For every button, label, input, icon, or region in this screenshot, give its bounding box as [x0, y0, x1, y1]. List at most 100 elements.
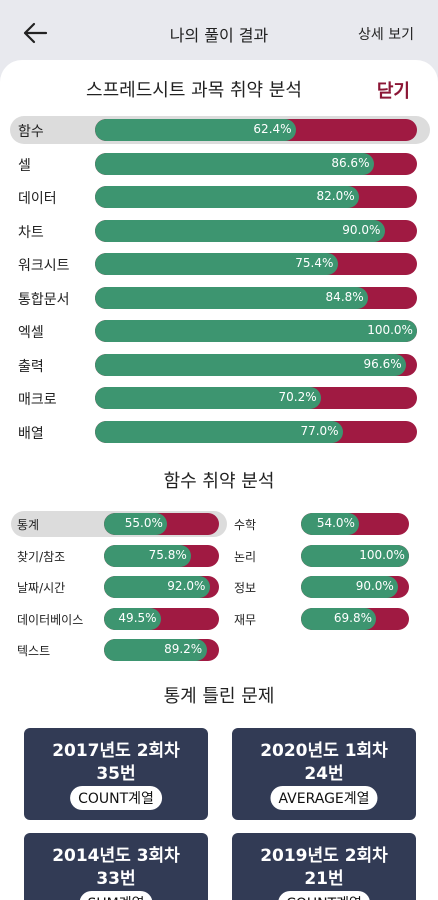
function-row[interactable]: 찾기/참조 75.8% [11, 543, 227, 569]
score-bar: 75.4% [95, 253, 417, 275]
function-label: 텍스트 [17, 644, 51, 658]
score-bar: 75.8% [104, 544, 219, 567]
score-fill [104, 544, 192, 567]
exam-session: 2014년도 3회차 [52, 846, 180, 866]
subject-label: 통합문서 [18, 291, 70, 308]
score-fill [95, 152, 374, 175]
function-label: 재무 [234, 612, 257, 627]
function-label: 날짜/시간 [17, 581, 66, 595]
exam-session: 2019년도 2회차 [260, 846, 388, 866]
question-type-tag: COUNT계열 [278, 891, 370, 900]
function-label: 찾기/참조 [17, 549, 66, 564]
question-number: 21번 [304, 869, 344, 889]
subject-row[interactable]: 통합문서 84.8% [10, 284, 430, 312]
score-fill [301, 607, 377, 630]
score-fill [95, 186, 360, 208]
subject-label: 데이터 [18, 191, 57, 207]
score-fill [95, 387, 322, 409]
wrong-question-card[interactable]: 2020년도 1회차 24번 AVERAGE계열 [232, 728, 416, 820]
function-label: 통계 [17, 518, 40, 532]
score-percent: 54.0% [316, 516, 355, 530]
subject-label: 함수 [18, 124, 44, 140]
score-percent: 90.0% [342, 222, 381, 237]
subject-row[interactable]: 데이터 82.0% [10, 183, 430, 211]
subject-row[interactable]: 출력 96.6% [10, 351, 430, 379]
function-row[interactable]: 정보 90.0% [228, 574, 418, 600]
subject-row[interactable]: 차트 90.0% [10, 217, 430, 245]
score-percent: 96.6% [363, 356, 402, 371]
wrong-question-card[interactable]: 2014년도 3회차 33번 SUM계열 [24, 833, 208, 900]
exam-session: 2020년도 1회차 [260, 741, 388, 761]
score-fill [301, 544, 409, 567]
score-fill [95, 420, 343, 443]
page-title: 나의 풀이 결과 [169, 26, 269, 45]
score-bar: 92.0% [104, 576, 219, 598]
wrong-questions-title: 통계 틀린 문제 [163, 686, 275, 707]
subject-analysis-title: 스프레드시트 과목 취약 분석 [86, 80, 302, 101]
score-bar: 77.0% [95, 420, 417, 443]
score-bar: 54.0% [301, 513, 409, 535]
close-button[interactable]: 닫기 [376, 81, 410, 102]
wrong-question-card[interactable]: 2019년도 2회차 21번 COUNT계열 [232, 833, 416, 900]
question-type-tag: AVERAGE계열 [270, 786, 378, 810]
back-arrow-icon[interactable] [22, 20, 48, 46]
top-bar: 나의 풀이 결과 상세 보기 [0, 0, 438, 62]
function-label: 논리 [234, 549, 257, 564]
score-bar: 84.8% [95, 286, 417, 309]
function-label: 정보 [234, 581, 257, 595]
score-fill [104, 607, 161, 630]
score-bar: 89.2% [104, 639, 219, 661]
score-bar: 69.8% [301, 607, 409, 630]
subject-label: 엑셀 [18, 325, 44, 341]
subject-row[interactable]: 매크로 70.2% [10, 384, 430, 412]
score-percent: 84.8% [325, 289, 364, 304]
subject-label: 차트 [18, 224, 44, 241]
wrong-question-card[interactable]: 2017년도 2회차 35번 COUNT계열 [24, 728, 208, 820]
score-fill [301, 513, 360, 535]
function-row[interactable]: 날짜/시간 92.0% [11, 574, 227, 600]
score-bar: 55.0% [104, 513, 219, 535]
function-row[interactable]: 논리 100.0% [228, 543, 418, 569]
function-row[interactable]: 재무 69.8% [228, 606, 418, 632]
score-fill [95, 320, 417, 342]
question-number: 35번 [96, 764, 136, 784]
subject-label: 출력 [18, 358, 44, 375]
question-type-tag: COUNT계열 [70, 786, 162, 810]
score-percent: 77.0% [300, 423, 339, 438]
function-row[interactable]: 수학 54.0% [228, 511, 418, 537]
score-bar: 100.0% [301, 544, 409, 567]
subject-row[interactable]: 엑셀 100.0% [10, 317, 430, 345]
subject-row[interactable]: 함수 62.4% [10, 116, 430, 144]
detail-view-button[interactable]: 상세 보기 [358, 27, 414, 43]
score-bar: 86.6% [95, 152, 417, 175]
score-bar: 100.0% [95, 320, 417, 342]
score-percent: 86.6% [331, 155, 370, 170]
score-bar: 82.0% [95, 186, 417, 208]
score-percent: 49.5% [118, 610, 157, 625]
score-fill [301, 576, 399, 598]
function-row[interactable]: 통계 55.0% [11, 511, 227, 537]
subject-row[interactable]: 셀 86.6% [10, 150, 430, 178]
question-number: 33번 [96, 869, 136, 889]
function-analysis-title: 함수 취약 분석 [163, 471, 275, 492]
score-percent: 75.4% [295, 256, 334, 270]
question-number: 24번 [304, 764, 344, 784]
function-row[interactable]: 데이터베이스 49.5% [11, 606, 227, 632]
subject-label: 배열 [18, 425, 44, 442]
score-fill [104, 513, 168, 535]
score-fill [95, 219, 385, 242]
subject-row[interactable]: 워크시트 75.4% [10, 250, 430, 278]
question-type-tag: SUM계열 [79, 891, 153, 900]
score-bar: 70.2% [95, 387, 417, 409]
score-percent: 70.2% [278, 390, 317, 404]
score-bar: 90.0% [301, 576, 409, 598]
score-percent: 92.0% [167, 579, 206, 593]
function-row[interactable]: 텍스트 89.2% [11, 637, 227, 663]
function-label: 데이터베이스 [17, 612, 84, 627]
score-bar: 90.0% [95, 219, 417, 242]
score-fill [95, 253, 338, 275]
score-percent: 62.4% [253, 122, 292, 136]
score-bar: 62.4% [95, 119, 417, 141]
subject-row[interactable]: 배열 77.0% [10, 418, 430, 446]
score-fill [95, 119, 296, 141]
